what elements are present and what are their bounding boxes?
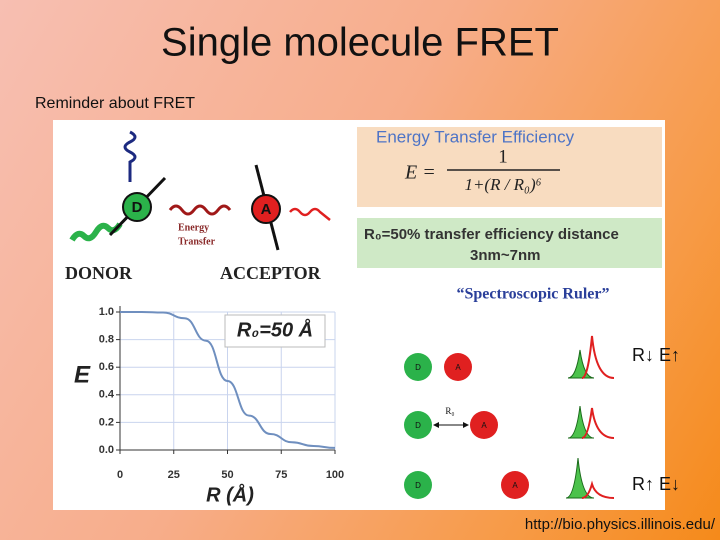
y-tick-label: 0.8 (99, 334, 114, 346)
spectrum (565, 457, 595, 499)
donor-symbol: D (415, 363, 421, 372)
y-tick-label: 0.2 (99, 416, 114, 428)
annotation: R₀=50 Å (237, 317, 313, 341)
donor-symbol: D (415, 481, 421, 490)
transfer-wave (168, 204, 232, 216)
y-tick-label: 1.0 (99, 306, 114, 318)
acceptor-symbol: A (455, 363, 461, 372)
spectrum (581, 407, 615, 439)
row-note: R↑ E↓ (632, 474, 680, 494)
curve (119, 310, 336, 449)
x-tick-label: 50 (221, 469, 233, 481)
donor-emission (69, 222, 123, 242)
spectrum (581, 335, 615, 379)
donor-circle (404, 353, 432, 381)
acceptor-label: ACCEPTOR (220, 263, 322, 283)
annotation-box (224, 314, 326, 348)
ruler-label: “Spectroscopic Ruler” (456, 286, 609, 303)
formula-denominator: 1+(R / R₀)⁶ (464, 175, 541, 194)
distance-label: R₀ (445, 406, 454, 416)
x-tick-label: 25 (168, 469, 180, 481)
spectrum (567, 405, 595, 439)
donor-circle (122, 192, 152, 222)
donor-label: DONOR (65, 263, 133, 283)
source-url: http://bio.physics.illinois.edu/ (525, 516, 716, 533)
acceptor-emission (289, 207, 331, 221)
acceptor-symbol: A (512, 481, 518, 490)
y-axis-label: E (74, 361, 91, 388)
subtitle: Reminder about FRET (35, 95, 195, 112)
x-axis-label: R (Å) (206, 482, 254, 506)
definition-line: R₀=50% transfer efficiency distance (364, 226, 619, 243)
spectrum (567, 349, 595, 379)
donor-symbol: D (415, 421, 421, 430)
donor-symbol: D (132, 199, 143, 216)
x-tick-label: 75 (275, 469, 287, 481)
formula-box (357, 127, 662, 207)
figure-header: Energy Transfer Efficiency (376, 127, 575, 146)
formula-lhs: E = (404, 162, 436, 184)
acceptor-circle (470, 411, 498, 439)
efficiency-chart: 0.0 0.2 0.4 0.6 0.8 1.0 0 25 50 75 100 R₀=50 Å E R (Å… (74, 306, 344, 506)
row-note: R↓ E↑ (632, 345, 680, 365)
donor-circle (404, 411, 432, 439)
row: D A R↓ E↑ (404, 335, 680, 381)
y-tick-label: 0.0 (99, 444, 114, 456)
transfer-label: Energy (178, 222, 209, 233)
acceptor-circle (251, 194, 281, 224)
x-tick-label: 100 (326, 469, 344, 481)
acceptor-symbol: A (481, 421, 487, 430)
row: D A R↑ E↓ (404, 457, 680, 499)
y-tick-label: 0.4 (99, 389, 115, 401)
y-tick-label: 0.6 (99, 361, 114, 373)
definition-box (357, 218, 662, 268)
x-tick-label: 0 (117, 469, 123, 481)
acceptor-symbol: A (261, 201, 272, 218)
acceptor-circle (444, 353, 472, 381)
transfer-label: Transfer (178, 236, 216, 247)
excitation-wave (123, 130, 137, 182)
donor-circle (404, 471, 432, 499)
slide-title: Single molecule FRET (161, 21, 559, 65)
definition-line: 3nm~7nm (470, 247, 540, 264)
row: D R₀ A (404, 405, 615, 439)
acceptor-circle (501, 471, 529, 499)
spectrum (581, 480, 615, 499)
formula-numerator: 1 (498, 146, 508, 167)
